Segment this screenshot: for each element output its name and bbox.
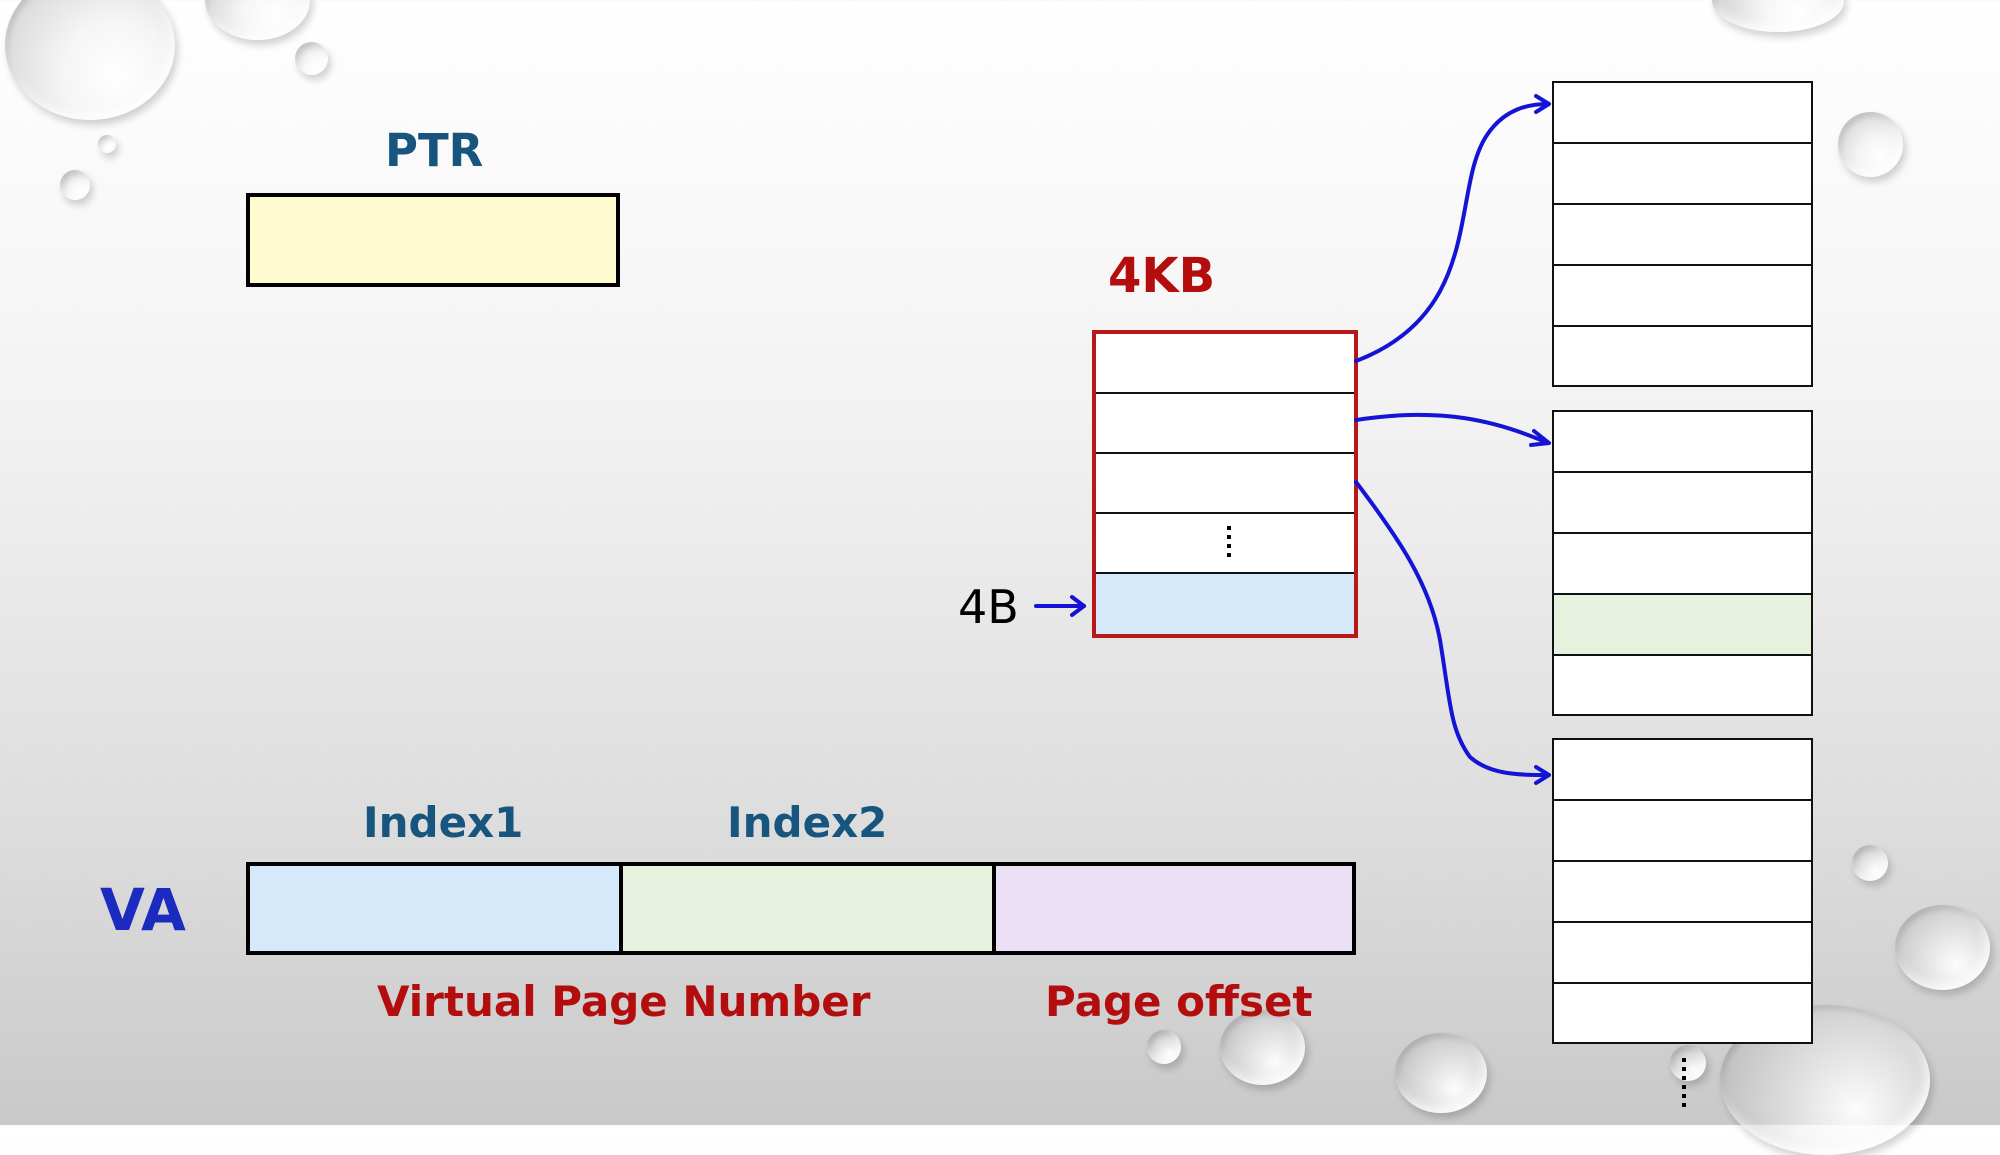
arrow-icon (1070, 595, 1086, 617)
index1-label: Index1 (363, 798, 524, 847)
page-table-entry (1096, 394, 1354, 454)
water-droplet (5, 0, 175, 120)
water-droplet (98, 135, 116, 153)
index2-label: Index2 (727, 798, 888, 847)
entry-size-label: 4B (958, 580, 1019, 634)
second-level-page-table-2 (1552, 410, 1813, 716)
ptr-register (246, 193, 620, 287)
water-droplet (60, 170, 90, 200)
page-table-entry (1554, 144, 1811, 205)
selected-page-table-entry (1554, 595, 1811, 656)
selected-page-table-entry (1096, 574, 1354, 634)
water-droplet (1838, 112, 1903, 177)
page-table-entry (1096, 454, 1354, 514)
page-table-entry (1554, 984, 1811, 1042)
index2-field (623, 866, 996, 951)
arrow-icon (1354, 412, 1550, 445)
water-droplet (1147, 1030, 1181, 1064)
water-droplet (1395, 1033, 1487, 1113)
arrow-icon (1534, 765, 1551, 785)
virtual-page-number-label: Virtual Page Number (377, 977, 871, 1026)
page-table-entry (1554, 412, 1811, 473)
water-droplet (1895, 905, 1990, 990)
vertical-ellipsis-icon (1227, 526, 1231, 562)
page-offset-field (996, 866, 1352, 951)
page-table-entry (1554, 862, 1811, 923)
arrow-icon (1529, 429, 1551, 447)
page-table-entry (1554, 473, 1811, 534)
virtual-address-bar (246, 862, 1356, 955)
page-table-entry (1554, 83, 1811, 144)
pointer-arrows (1034, 94, 1551, 785)
second-level-page-table-1 (1552, 81, 1813, 387)
water-droplet (295, 42, 328, 75)
page-table-size-label: 4KB (1108, 248, 1216, 304)
page-table-entry (1554, 266, 1811, 327)
page-offset-label: Page offset (1045, 977, 1313, 1026)
page-table-entry (1096, 514, 1354, 574)
va-label: VA (100, 876, 186, 944)
page-table-entry (1554, 327, 1811, 385)
page-table-entry (1096, 334, 1354, 394)
page-table-entry (1554, 656, 1811, 714)
arrow-icon (1354, 102, 1550, 363)
page-table-entry (1554, 923, 1811, 984)
arrow-icon (1354, 480, 1550, 777)
vertical-ellipsis-icon (1682, 1058, 1686, 1112)
water-droplet (1852, 845, 1888, 881)
arrow-icon (1534, 94, 1551, 114)
page-table-entry (1554, 205, 1811, 266)
index1-field (250, 866, 623, 951)
outer-page-table (1092, 330, 1358, 638)
second-level-page-table-3 (1552, 738, 1813, 1044)
water-droplet (1220, 1010, 1305, 1085)
page-table-entry (1554, 801, 1811, 862)
page-table-entry (1554, 740, 1811, 801)
page-table-entry (1554, 534, 1811, 595)
water-droplet (1670, 1045, 1706, 1081)
ptr-label: PTR (385, 124, 484, 177)
